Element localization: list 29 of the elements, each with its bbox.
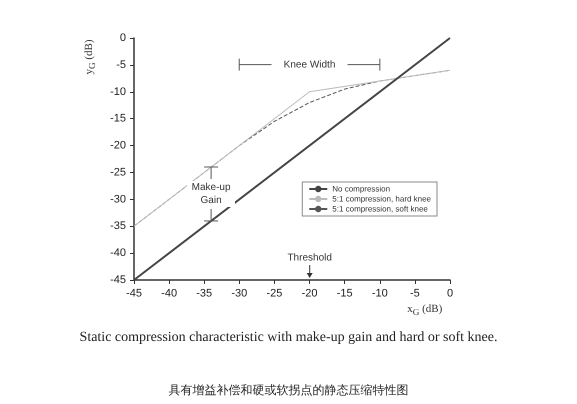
x-tick-label: -25	[266, 288, 282, 300]
annotation: Knee Width	[284, 59, 336, 70]
y-tick-label: -35	[110, 220, 126, 232]
annotation: Make-up Gain	[187, 180, 236, 207]
y-tick-label: -40	[110, 247, 126, 260]
y-tick-label: -45	[110, 274, 126, 286]
x-tick-label: -15	[336, 288, 353, 300]
y-tick-label: 0	[120, 32, 126, 44]
y-tick-label: -5	[116, 58, 126, 71]
legend-label: 5:1 compression, soft knee	[332, 204, 428, 214]
annotation: Threshold	[287, 252, 332, 264]
x-tick-label: -20	[302, 288, 318, 300]
text: Static compression characteristic with make-up gain and hard or soft knee.	[78, 330, 498, 346]
x-tick-label: -35	[196, 288, 212, 300]
x-tick-label: -5	[410, 288, 420, 300]
y-tick-label: -15	[110, 112, 126, 125]
x-tick-label: -10	[372, 288, 388, 300]
y-tick-label: -10	[110, 86, 126, 98]
x-axis-title: x$_{G}$ (dB)	[407, 302, 442, 318]
legend-label: 5:1 compression, hard knee	[332, 194, 432, 204]
x-tick-label: 0	[446, 288, 454, 300]
y-tick-label: -30	[110, 193, 126, 206]
text: 具有增益补偿和硬或软拐点的静态压缩特性图	[168, 382, 410, 399]
legend-label: No compression	[332, 184, 390, 194]
x-tick-label: -40	[161, 288, 178, 300]
x-tick-label: -30	[231, 288, 248, 300]
y-tick-label: -25	[110, 166, 126, 178]
y-tick-label: -20	[110, 140, 126, 152]
x-tick-label: -45	[126, 288, 142, 300]
